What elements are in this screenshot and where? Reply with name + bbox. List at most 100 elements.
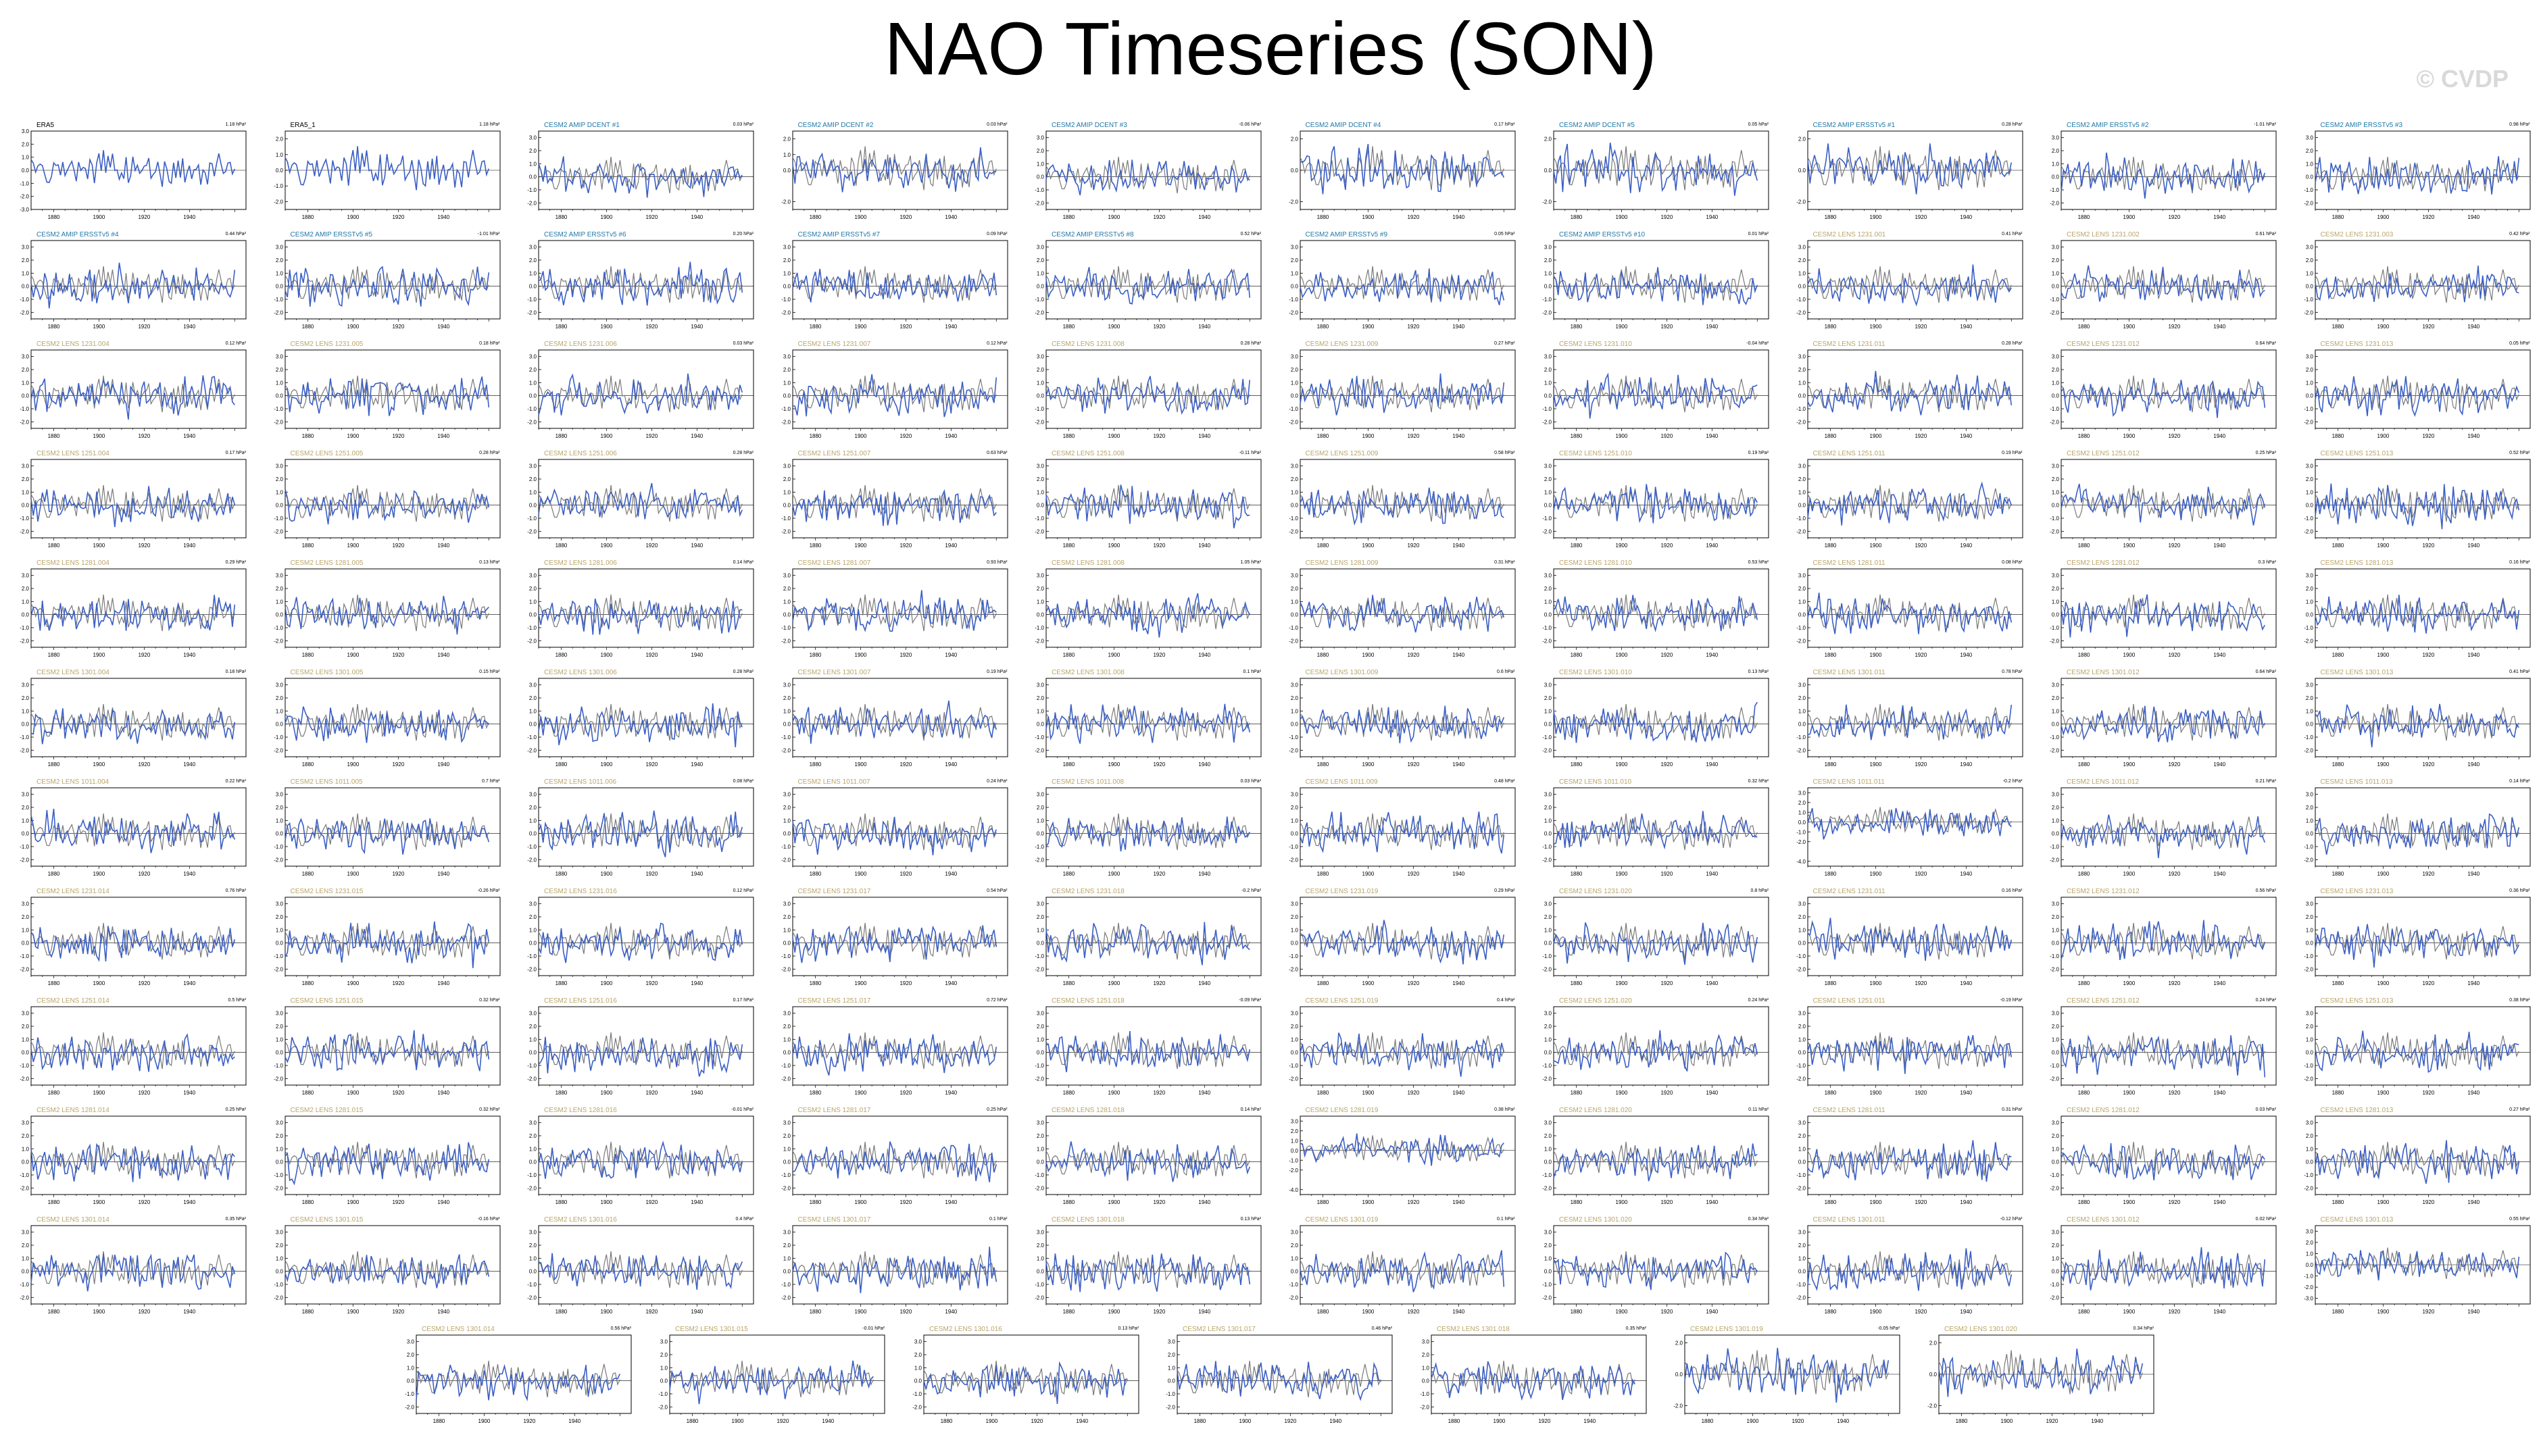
x-tick-label: 1900	[93, 433, 105, 439]
x-tick-label: 1920	[645, 980, 658, 986]
panel-corr-value: 0.17	[225, 451, 235, 455]
y-tick-label: 1.0	[1037, 270, 1045, 276]
obs-series-line	[1806, 703, 2012, 741]
x-tick-label: 1940	[1198, 1309, 1210, 1315]
plot-frame	[1553, 459, 1769, 538]
x-tick-label: 1940	[1706, 543, 1718, 549]
nao-panel: CESM2 LENS 1301.008 0.1 hPa² 3.0 2.0 1.0 0.0-…	[1020, 669, 1266, 778]
obs-series-line	[30, 484, 235, 522]
y-tick-label: 2.0	[1037, 1242, 1045, 1249]
panel-corr-value: 0.29	[1494, 888, 1504, 893]
nao-panel: CESM2 AMIP ERSSTv5 #8 0.52 hPa² 3.0 2.0 1.0 0…	[1020, 231, 1266, 341]
plot-frame	[1807, 1115, 2023, 1195]
y-tick-label: -2.0	[2304, 309, 2313, 316]
y-tick-label: 2.0	[783, 136, 791, 143]
plot-frame	[1553, 1115, 1769, 1195]
y-tick-label: 3.0	[1798, 354, 1806, 360]
y-tick-label: 1.0	[1798, 380, 1806, 386]
x-tick-label: 1900	[2123, 652, 2136, 658]
x-tick-label: 1920	[2422, 214, 2434, 220]
obs-series-line	[1553, 594, 1758, 632]
y-tick-label: 2.0	[1544, 257, 1552, 263]
panel-corr-label: 0.20 hPa²	[733, 232, 754, 236]
obs-series-line	[1299, 1032, 1504, 1070]
x-tick-label: 1940	[1960, 1090, 1972, 1096]
y-tick-label: 3.0	[1037, 1230, 1045, 1236]
x-tick-label: 1920	[899, 1090, 912, 1096]
panel-corr-unit: hPa²	[488, 1217, 500, 1222]
panel-corr-value: 0.1	[1243, 670, 1250, 674]
panel-corr-unit: hPa²	[742, 888, 754, 893]
x-tick-label: 1900	[1616, 980, 1628, 986]
panel-title: CESM2 LENS 1301.006	[544, 669, 617, 676]
panel-corr-label: 0.22 hPa²	[226, 779, 246, 784]
y-tick-label: 2.0	[1798, 1242, 1806, 1249]
y-tick-label: 0.0	[1544, 612, 1552, 618]
x-tick-label: 1940	[945, 1199, 957, 1205]
y-tick-label: -1.0	[2050, 625, 2059, 631]
panel-corr-label: 0.13 hPa²	[1748, 670, 1769, 674]
model-series-line	[2061, 1143, 2265, 1180]
nao-panel: CESM2 LENS 1301.004 0.18 hPa² 3.0 2.0 1.0 0.0…	[5, 669, 251, 778]
panel-corr-label: 0.61 hPa²	[2256, 232, 2276, 236]
panel-corr-unit: hPa²	[1503, 1217, 1515, 1222]
model-series-line	[30, 375, 235, 420]
plot-frame	[2061, 897, 2277, 976]
obs-series-line	[791, 146, 997, 191]
x-tick-label: 1940	[691, 433, 703, 439]
y-tick-label: 3.0	[2052, 1120, 2060, 1126]
x-tick-label: 1900	[1616, 1199, 1628, 1205]
y-tick-label: 0.0	[1037, 940, 1045, 947]
panel-title: CESM2 LENS 1281.019	[1305, 1107, 1379, 1114]
y-tick-label: 2.0	[2305, 1024, 2313, 1030]
x-tick-label: 1900	[2377, 1090, 2389, 1096]
x-tick-label: 1900	[1616, 543, 1628, 549]
model-series-line	[2061, 378, 2266, 418]
model-series-line	[1045, 1253, 1251, 1292]
x-tick-label: 1880	[1063, 543, 1075, 549]
x-tick-label: 1920	[523, 1418, 535, 1424]
y-tick-label: 3.0	[1037, 682, 1045, 688]
panel-corr-unit: hPa²	[2518, 122, 2530, 127]
panel-corr-unit: hPa²	[488, 888, 500, 893]
x-tick-label: 1940	[2467, 543, 2480, 549]
x-tick-label: 1940	[1706, 652, 1718, 658]
panel-corr-value: 0.08	[2002, 560, 2011, 565]
panel-corr-unit: hPa²	[995, 888, 1008, 893]
x-tick-label: 1920	[899, 1199, 912, 1205]
panel-corr-value: 0.22	[225, 779, 235, 784]
panel-corr-unit: hPa²	[1503, 779, 1515, 784]
panel-corr-value: 0.58	[1494, 451, 1504, 455]
x-tick-label: 1900	[1869, 214, 1881, 220]
x-tick-label: 1940	[2213, 871, 2225, 877]
plot-frame	[1045, 568, 1262, 648]
x-tick-label: 1900	[93, 1309, 105, 1315]
y-tick-label: 1.0	[1798, 1036, 1806, 1043]
y-tick-label: -1.0	[1035, 1063, 1044, 1069]
model-series-line	[1045, 703, 1251, 744]
y-tick-label: 1.0	[1290, 1036, 1298, 1043]
model-series-line	[1806, 143, 2012, 195]
x-tick-label: 1900	[1108, 871, 1120, 877]
x-tick-label: 1900	[2377, 871, 2389, 877]
model-series-line	[2061, 1034, 2266, 1078]
y-tick-label: -2.0	[1289, 309, 1298, 316]
obs-series-line	[284, 484, 489, 522]
obs-series-line	[2061, 594, 2265, 632]
obs-series-line	[1045, 1251, 1250, 1288]
panel-corr-value: 0.08	[733, 779, 743, 784]
x-tick-label: 1900	[854, 652, 866, 658]
panel-corr-value: 0.28	[2002, 122, 2011, 127]
plot-frame	[285, 1225, 500, 1305]
model-series-line	[1045, 267, 1251, 305]
y-tick-label: -2.0	[274, 309, 283, 316]
y-tick-label: 2.0	[1798, 695, 1806, 701]
